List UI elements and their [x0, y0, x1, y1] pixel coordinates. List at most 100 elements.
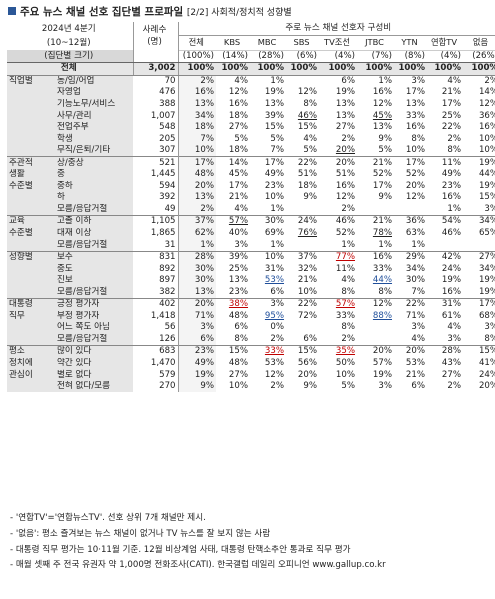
- value-cell: 19%: [463, 275, 495, 287]
- value-cell: 15%: [250, 122, 286, 134]
- value-cell: 54%: [427, 215, 464, 228]
- value-cell: 3%: [250, 297, 287, 311]
- value-cell: 71%: [178, 310, 217, 323]
- value-cell: 12%: [250, 369, 286, 381]
- value: 53%: [405, 357, 426, 368]
- value: 52%: [335, 227, 356, 238]
- sample-size: 382: [133, 286, 179, 299]
- value-cell: 53%: [250, 358, 286, 370]
- value: 5%: [378, 145, 393, 156]
- value-cell: 77%: [319, 250, 358, 264]
- value: 4%: [234, 75, 249, 86]
- value: 5%: [234, 133, 249, 144]
- value: 17%: [405, 87, 426, 98]
- value: 31%: [264, 263, 285, 274]
- sample-size: 594: [133, 180, 179, 193]
- subgroup-label: 상/중상: [55, 156, 134, 169]
- total-value: 100%: [427, 62, 464, 76]
- value-cell: 12%: [463, 99, 495, 111]
- value-cell: 30%: [178, 274, 217, 287]
- value: 31%: [441, 299, 462, 310]
- value-cell: 1%: [178, 239, 217, 252]
- subgroup-label: 어느 쪽도 아님: [55, 322, 134, 334]
- value: 13%: [405, 98, 426, 109]
- value-cell: 8%: [319, 286, 357, 298]
- sample-size: 521: [133, 156, 179, 169]
- value-cell: 16%: [427, 286, 463, 298]
- value-cell: 4%: [394, 334, 427, 346]
- value: 16%: [478, 122, 495, 133]
- value-cell: 4%: [427, 74, 464, 88]
- value: 23%: [228, 286, 249, 297]
- value: 28%: [441, 346, 462, 357]
- share-cell: (7%): [357, 50, 395, 64]
- value-cell: 12%: [286, 87, 319, 99]
- value-cell: 17%: [394, 156, 428, 169]
- value: 19%: [441, 275, 462, 286]
- value: 68%: [478, 310, 495, 321]
- value: 10%: [478, 133, 495, 144]
- sample-size: 56: [133, 322, 179, 334]
- group-label: [7, 98, 55, 111]
- value: 16%: [372, 252, 393, 263]
- value: 6%: [200, 333, 215, 344]
- value: 12%: [335, 192, 356, 203]
- value-cell: 50%: [319, 358, 357, 370]
- subgroup-label: 고졸 이하: [55, 215, 134, 228]
- value: 39%: [228, 252, 249, 263]
- value: 15%: [297, 346, 318, 357]
- value-cell: 33%: [394, 110, 427, 122]
- value-cell: 37%: [178, 215, 217, 228]
- value: 22%: [405, 299, 426, 310]
- value: 10%: [405, 145, 426, 156]
- value: 56%: [297, 357, 318, 368]
- value-cell: 9%: [286, 192, 319, 204]
- value: 40%: [228, 227, 249, 238]
- value: 16%: [372, 87, 393, 98]
- value: 12%: [372, 98, 393, 109]
- value: 24%: [441, 263, 462, 274]
- column-header: 전체: [178, 35, 217, 51]
- value: 13%: [194, 192, 215, 203]
- value-cell: 10%: [463, 145, 495, 157]
- value-cell: 13%: [178, 192, 217, 204]
- value-cell: 28%: [178, 250, 217, 264]
- sample-size: 31: [133, 239, 179, 252]
- subgroup-label: 부정 평가자: [55, 310, 134, 323]
- value-cell: [286, 322, 319, 334]
- value-cell: 13%: [178, 98, 217, 111]
- value: 57%: [228, 216, 249, 227]
- value: 21%: [405, 369, 426, 380]
- value: 10%: [228, 381, 249, 392]
- value: 20%: [405, 180, 426, 191]
- value-cell: 1%: [357, 74, 395, 88]
- value-cell: 8%: [463, 334, 495, 346]
- group-label: [7, 380, 55, 393]
- group-size-label: (집단별 크기): [7, 50, 134, 64]
- subgroup-label: 많이 있다: [55, 345, 134, 358]
- value: 30%: [194, 275, 215, 286]
- value-cell: 76%: [286, 228, 319, 240]
- value-cell: 1%: [427, 204, 463, 216]
- profile-table: 2024년 4분기 (10~12월) 사례수 (명) 주로 뉴스 채널 선호자 구성…: [7, 22, 495, 393]
- value: 51%: [297, 169, 318, 180]
- value-cell: 22%: [286, 297, 320, 311]
- group-label: 주관적: [7, 156, 55, 169]
- value-cell: 21%: [286, 275, 319, 287]
- value-cell: 14%: [216, 156, 251, 169]
- value-cell: 6%: [319, 74, 358, 88]
- value-cell: 17%: [394, 87, 427, 99]
- column-header: 연합TV: [427, 35, 464, 51]
- value-cell: 57%: [319, 297, 358, 311]
- value: 4%: [411, 333, 426, 344]
- value: 77%: [335, 252, 356, 263]
- value: 1%: [270, 75, 285, 86]
- value: 10%: [297, 286, 318, 297]
- value-cell: [427, 239, 463, 251]
- value-cell: 1%: [394, 239, 427, 251]
- group-label: 평소: [7, 345, 55, 358]
- group-label: 정치에: [7, 357, 55, 370]
